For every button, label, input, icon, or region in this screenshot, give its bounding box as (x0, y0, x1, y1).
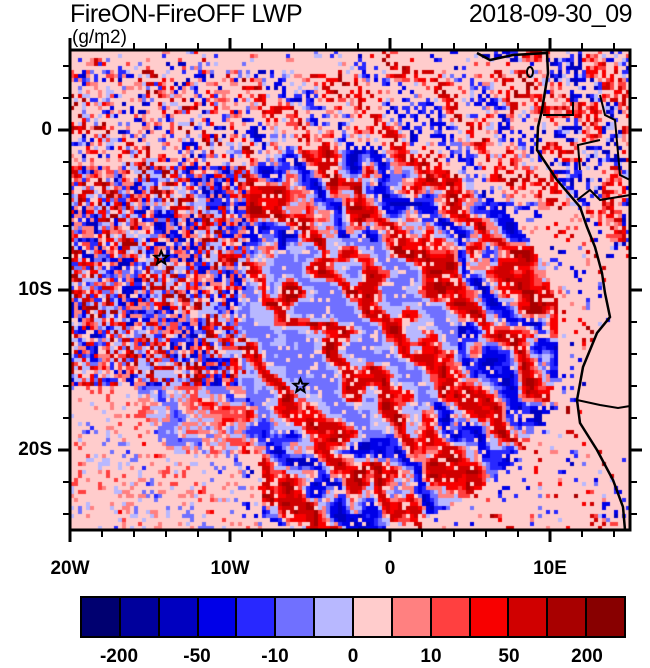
colorbar-swatch (276, 598, 314, 636)
country-border (576, 188, 631, 202)
colorbar-swatch (354, 598, 391, 636)
units-label: (g/m2) (72, 27, 127, 48)
colorbar-swatch (548, 598, 586, 636)
x-axis-label: 20W (50, 558, 90, 579)
y-axis-label: 20S (18, 439, 52, 460)
markers (151, 248, 310, 394)
country-border (576, 139, 601, 171)
coastline-africa (476, 51, 627, 531)
x-axis-label: 0 (384, 558, 396, 579)
colorbar-swatch (315, 598, 353, 636)
y-axis-label: 10S (18, 279, 52, 300)
colorbar-label: 0 (347, 646, 359, 667)
colorbar (80, 596, 626, 638)
colorbar-label: 10 (420, 646, 442, 667)
plot-title: FireON-FireOFF LWP (70, 0, 303, 28)
colorbar-label: -200 (99, 646, 139, 667)
colorbar-swatch (587, 598, 625, 636)
country-border (599, 94, 631, 181)
datetime-label: 2018-09-30_09 (468, 0, 633, 28)
country-border (543, 102, 574, 116)
colorbar-swatch (82, 598, 119, 636)
colorbar-swatch (392, 598, 430, 636)
colorbar-label: 200 (571, 646, 603, 667)
colorbar-swatch (470, 598, 508, 636)
colorbar-swatch (198, 598, 236, 636)
colorbar-swatch (237, 598, 275, 636)
x-axis-label: 10E (533, 558, 567, 579)
plot-frame (68, 48, 632, 532)
star-marker-icon (151, 248, 171, 266)
coastline (476, 51, 631, 531)
country-border (576, 399, 631, 410)
colorbar-swatch (120, 598, 158, 636)
lwp-field (70, 50, 630, 530)
star-marker-icon (291, 376, 310, 394)
x-axis-label: 10W (210, 558, 250, 579)
colorbar-swatch (431, 598, 469, 636)
colorbar-swatch (509, 598, 547, 636)
colorbar-swatch (159, 598, 197, 636)
lwp-difference-map (58, 38, 642, 542)
colorbar-label: -10 (261, 646, 289, 667)
colorbar-label: -50 (183, 646, 211, 667)
colorbar-label: 50 (498, 646, 520, 667)
island-outline (526, 66, 534, 78)
y-axis-label: 0 (41, 119, 52, 140)
